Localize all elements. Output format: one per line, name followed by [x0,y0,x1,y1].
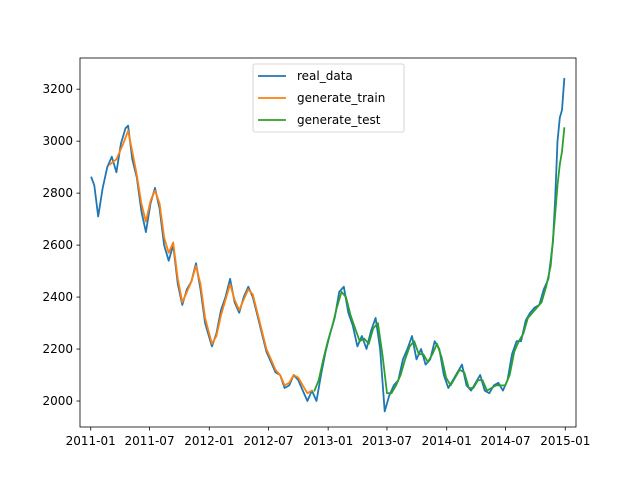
y-axis: 2000 2200 2400 2600 2800 3000 3200 [42,82,80,408]
x-tick-label: 2013-07 [362,434,412,448]
y-tick-label: 3000 [42,134,73,148]
y-tick-label: 2600 [42,238,73,252]
legend-label-real-data: real_data [297,69,353,83]
y-tick-label: 2400 [42,290,73,304]
series-line-generate-test [313,127,566,395]
series-layer [90,77,566,413]
series-line-generate-train [108,129,314,395]
x-tick-label: 2012-07 [243,434,293,448]
x-tick-label: 2011-01 [66,434,116,448]
legend-box [252,63,405,133]
x-tick-label: 2013-01 [303,434,353,448]
legend-label-generate-train: generate_train [297,91,385,105]
x-tick-label: 2012-01 [184,434,234,448]
legend-label-generate-test: generate_test [297,113,381,127]
x-tick-label: 2014-07 [480,434,530,448]
y-tick-label: 2800 [42,186,73,200]
x-axis: 2011-01 2011-07 2012-01 2012-07 2013-01 2013-… [66,427,590,448]
y-tick-label: 2200 [42,342,73,356]
x-tick-label: 2011-07 [124,434,174,448]
x-tick-label: 2015-01 [540,434,590,448]
legend: real_data generate_train generate_test [252,63,405,133]
y-tick-label: 3200 [42,82,73,96]
y-tick-label: 2000 [42,394,73,408]
x-tick-label: 2014-01 [422,434,472,448]
